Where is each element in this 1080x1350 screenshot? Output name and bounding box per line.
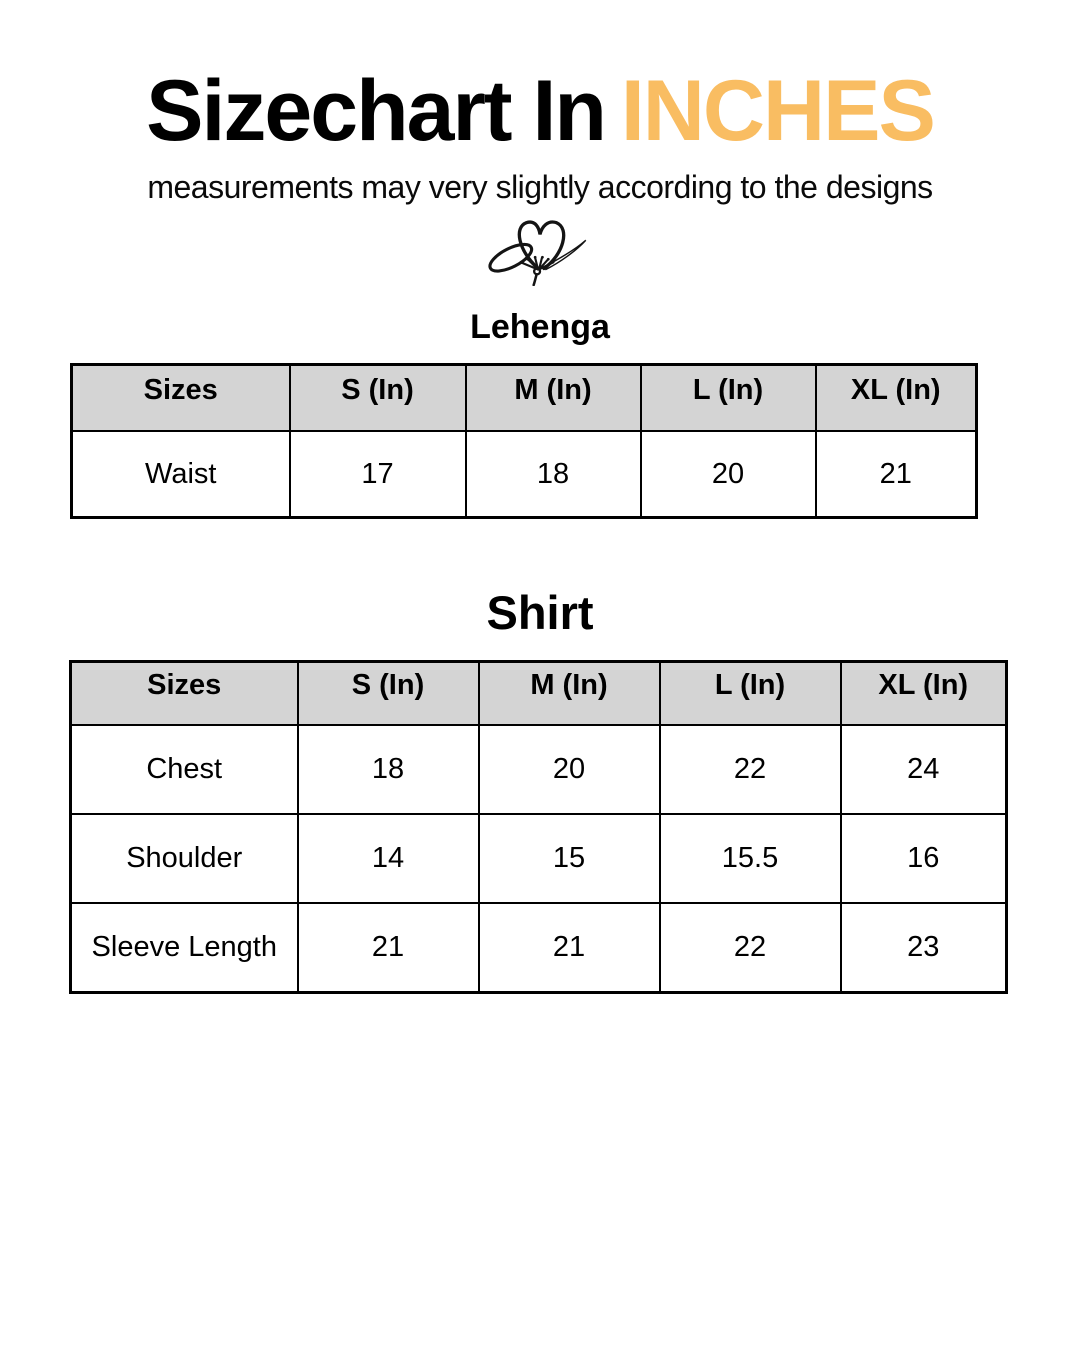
cell-value: 21 xyxy=(814,430,978,519)
table-row-waist: Waist 17 18 20 21 xyxy=(70,430,978,519)
table-row-sleeve-length: Sleeve Length 21 21 22 23 xyxy=(69,902,1008,994)
shirt-header-row: Sizes S (In) M (In) L (In) XL (In) xyxy=(69,660,1008,727)
lehenga-section-title: Lehenga xyxy=(470,307,610,346)
page-title: Sizechart In INCHES xyxy=(0,62,1080,161)
cell-value: 21 xyxy=(477,902,661,994)
cell-value: 15 xyxy=(477,813,661,905)
shirt-table: Sizes S (In) M (In) L (In) XL (In) Chest… xyxy=(69,659,1008,994)
cell-value: 20 xyxy=(477,724,661,816)
cell-value: 21 xyxy=(296,902,480,994)
page-subtitle: measurements may very slightly according… xyxy=(147,168,933,205)
cell-value: 15.5 xyxy=(658,813,842,905)
column-header-l: L (In) xyxy=(639,363,817,433)
cell-value: 14 xyxy=(296,813,480,905)
butterfly-icon xyxy=(0,212,1080,287)
cell-value: 18 xyxy=(296,724,480,816)
column-header-s: S (In) xyxy=(288,363,467,433)
row-label: Shoulder xyxy=(69,813,299,905)
table-row-shoulder: Shoulder 14 15 15.5 16 xyxy=(69,813,1008,905)
shirt-section-title: Shirt xyxy=(486,585,594,639)
cell-value: 24 xyxy=(839,724,1008,816)
column-header-s: S (In) xyxy=(296,660,480,727)
column-header-xl: XL (In) xyxy=(839,660,1008,727)
column-header-l: L (In) xyxy=(658,660,842,727)
column-header-sizes: Sizes xyxy=(70,363,291,433)
column-header-m: M (In) xyxy=(477,660,661,727)
cell-value: 23 xyxy=(839,902,1008,994)
row-label: Chest xyxy=(69,724,299,816)
lehenga-header-row: Sizes S (In) M (In) L (In) XL (In) xyxy=(70,363,978,433)
cell-value: 22 xyxy=(658,902,842,994)
cell-value: 22 xyxy=(658,724,842,816)
page-title-black: Sizechart In xyxy=(146,63,607,159)
table-row-chest: Chest 18 20 22 24 xyxy=(69,724,1008,816)
row-label: Waist xyxy=(70,430,291,519)
lehenga-table: Sizes S (In) M (In) L (In) XL (In) Waist… xyxy=(70,362,978,519)
row-label: Sleeve Length xyxy=(69,902,299,994)
cell-value: 17 xyxy=(288,430,467,519)
cell-value: 20 xyxy=(639,430,817,519)
column-header-m: M (In) xyxy=(464,363,642,433)
cell-value: 16 xyxy=(839,813,1008,905)
column-header-xl: XL (In) xyxy=(814,363,978,433)
column-header-sizes: Sizes xyxy=(69,660,299,727)
page-title-accent: INCHES xyxy=(620,63,936,159)
cell-value: 18 xyxy=(464,430,642,519)
